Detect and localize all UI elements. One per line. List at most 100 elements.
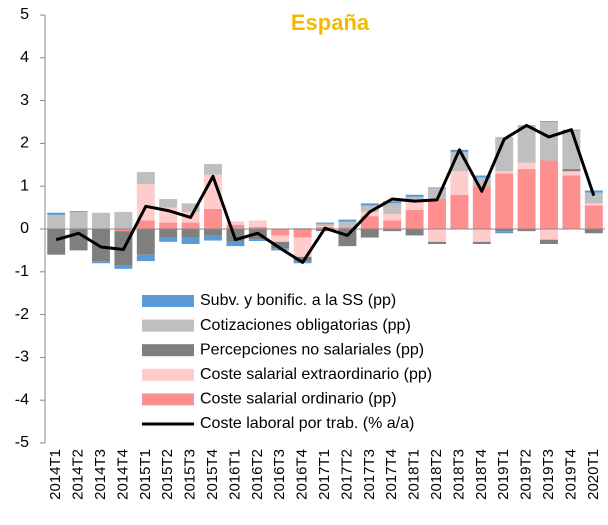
bar <box>181 203 200 212</box>
bar <box>383 220 402 229</box>
bar <box>338 221 357 227</box>
y-tick-label: 0 <box>20 220 29 237</box>
bar <box>204 163 222 175</box>
legend-swatch <box>142 319 194 332</box>
x-tick-label: 2018T2 <box>428 449 445 500</box>
bar <box>450 194 469 229</box>
x-tick-label: 2015T1 <box>137 449 154 500</box>
x-tick-label: 2017T1 <box>316 449 333 500</box>
bar <box>495 171 514 174</box>
bar <box>159 229 178 238</box>
y-tick-label: 4 <box>20 49 29 66</box>
bar <box>495 231 514 234</box>
bar <box>226 241 245 247</box>
bar <box>248 226 267 229</box>
bar <box>428 187 446 189</box>
bar <box>204 229 222 236</box>
y-tick-label: 2 <box>20 135 29 152</box>
legend-swatch <box>142 344 194 357</box>
bar <box>584 203 603 206</box>
bar <box>69 211 88 212</box>
bar <box>360 216 379 229</box>
bar <box>540 229 558 240</box>
bar <box>159 222 178 229</box>
y-tick-label: -2 <box>15 306 29 323</box>
bar <box>540 239 558 244</box>
legend-label: Coste salarial ordinario (pp) <box>200 391 397 408</box>
bar <box>293 256 312 262</box>
legend-label: Percepciones no salariales (pp) <box>200 341 424 358</box>
bar <box>338 219 357 222</box>
bar <box>181 222 200 229</box>
bar <box>136 172 155 185</box>
x-tick-label: 2016T4 <box>294 449 311 500</box>
x-tick-label: 2019T3 <box>540 449 557 500</box>
bar <box>517 162 536 170</box>
bar <box>226 224 245 229</box>
x-tick-label: 2014T2 <box>70 449 87 500</box>
bar <box>316 222 334 224</box>
bar <box>405 201 424 210</box>
bar <box>562 171 581 176</box>
y-tick-label: -5 <box>15 434 29 451</box>
legend-label: Subv. y bonific. a la SS (pp) <box>200 292 396 309</box>
bar <box>316 226 334 227</box>
x-tick-label: 2016T2 <box>249 449 266 500</box>
legend-label: Coste laboral por trab. (% a/a) <box>200 415 414 432</box>
x-tick-label: 2020T1 <box>585 449 602 500</box>
x-tick-label: 2018T4 <box>473 449 490 500</box>
legend-swatch <box>142 368 194 381</box>
x-tick-label: 2014T3 <box>92 449 109 500</box>
y-tick-label: -3 <box>15 349 29 366</box>
bar <box>360 203 379 206</box>
bar <box>92 261 110 264</box>
bar <box>428 188 446 200</box>
bar <box>383 214 402 221</box>
bar <box>136 220 155 229</box>
bar <box>562 175 581 229</box>
x-tick-label: 2014T1 <box>47 449 64 500</box>
bar <box>495 229 514 232</box>
bar <box>47 214 66 229</box>
bar <box>383 229 402 232</box>
bar <box>472 175 491 178</box>
bar <box>472 177 491 187</box>
y-tick-label: 3 <box>20 92 29 109</box>
bar <box>136 254 155 262</box>
bar <box>428 241 446 244</box>
bar <box>248 239 267 241</box>
y-tick-label: -4 <box>15 391 29 408</box>
bar <box>405 196 424 202</box>
x-tick-label: 2015T3 <box>182 449 199 500</box>
x-tick-label: 2017T3 <box>361 449 378 500</box>
bar <box>248 220 267 227</box>
y-tick-label: 5 <box>20 6 29 23</box>
y-tick-label: 1 <box>20 177 29 194</box>
bar <box>226 221 245 225</box>
bar <box>181 237 200 244</box>
x-tick-label: 2016T1 <box>226 449 243 500</box>
bar <box>181 229 200 238</box>
bar <box>495 136 514 172</box>
bar <box>584 229 603 234</box>
x-tick-label: 2015T2 <box>159 449 176 500</box>
bar <box>405 229 424 236</box>
bar <box>540 160 558 229</box>
bar <box>472 186 491 229</box>
bar <box>405 194 424 197</box>
bar <box>562 169 581 172</box>
x-tick-label: 2019T4 <box>562 449 579 500</box>
chart-title: España <box>291 10 370 35</box>
x-tick-label: 2019T2 <box>518 449 535 500</box>
line <box>55 123 596 264</box>
bar <box>114 211 133 229</box>
bar <box>204 208 222 229</box>
bar <box>383 201 402 204</box>
bar <box>271 235 290 242</box>
bar <box>517 229 536 232</box>
bar <box>136 184 155 221</box>
bar <box>47 212 66 215</box>
y-tick-label: -1 <box>15 263 29 280</box>
bar <box>428 229 446 242</box>
